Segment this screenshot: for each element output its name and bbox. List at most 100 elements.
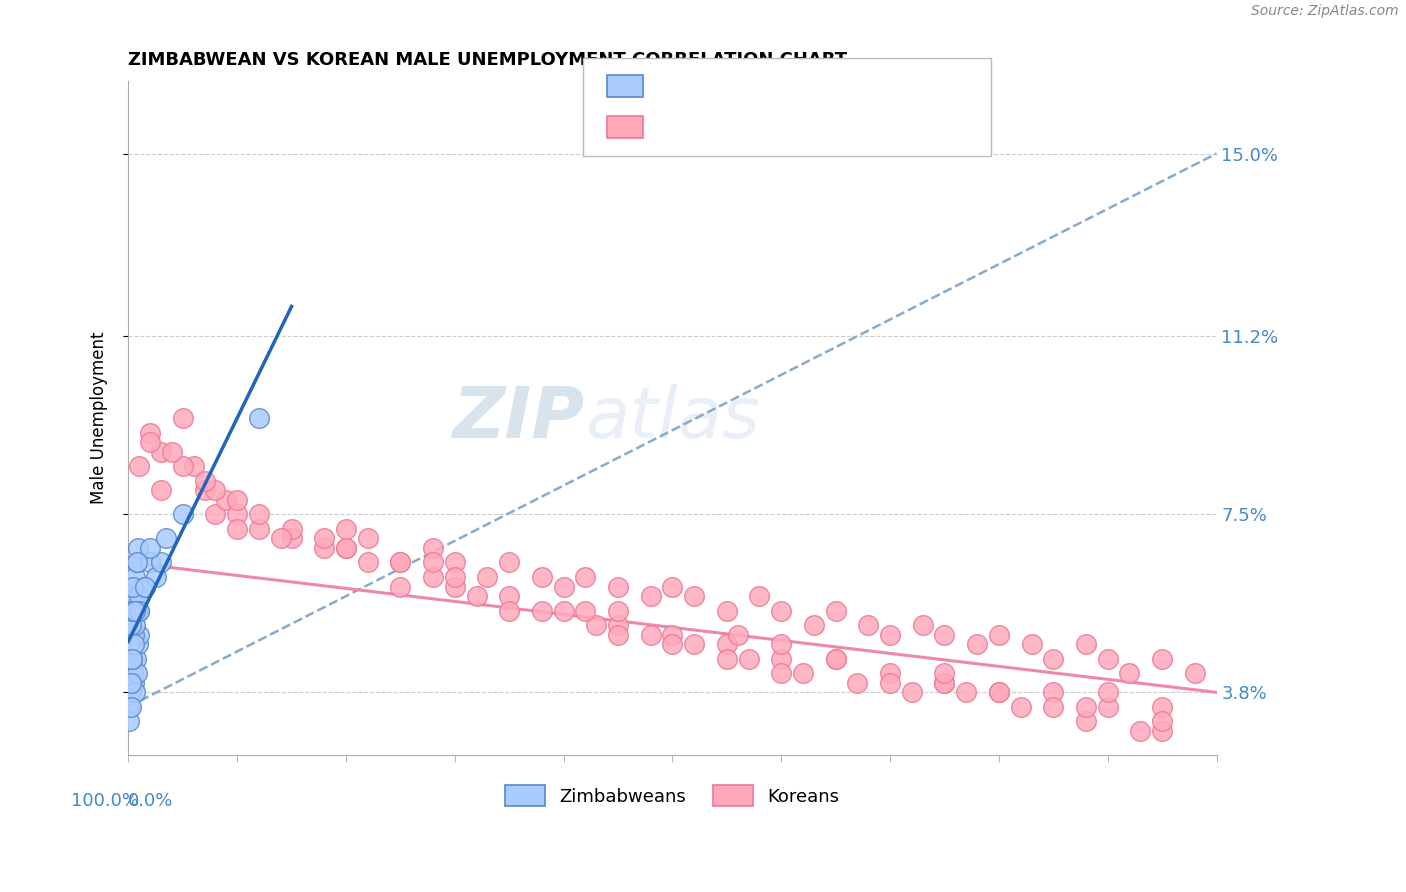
Point (443, 570, 465, 584)
Point (125, 556, 148, 570)
Point (607, 618, 630, 632)
Point (139, 541, 162, 555)
Point (247, 411, 270, 425)
Point (716, 637, 738, 651)
Point (124, 603, 146, 617)
Point (966, 637, 988, 651)
Point (118, 699, 141, 714)
Point (607, 580, 630, 594)
Point (120, 618, 142, 632)
Point (215, 492, 238, 507)
Point (530, 570, 553, 584)
Text: atlas: atlas (585, 384, 761, 452)
Point (183, 459, 205, 474)
Point (879, 675, 901, 690)
Point (422, 541, 444, 555)
Point (1097, 651, 1119, 665)
Point (498, 589, 520, 603)
Point (1042, 699, 1064, 714)
Point (145, 570, 167, 584)
Point (716, 651, 738, 665)
Point (987, 685, 1010, 699)
Point (150, 483, 173, 498)
Point (357, 532, 380, 546)
Point (120, 685, 142, 699)
Point (1129, 723, 1152, 738)
Point (128, 603, 150, 617)
Point (193, 483, 215, 498)
Point (335, 541, 357, 555)
Point (1097, 699, 1119, 714)
Point (1074, 714, 1097, 729)
Point (280, 522, 302, 536)
Point (737, 651, 759, 665)
Point (422, 556, 444, 570)
Point (127, 637, 149, 651)
Point (955, 685, 977, 699)
Text: ZIP: ZIP (453, 384, 585, 452)
Text: R = -0.274: R = -0.274 (652, 119, 751, 136)
Point (122, 603, 145, 617)
Point (193, 474, 215, 488)
Point (770, 637, 793, 651)
Point (172, 459, 194, 474)
Point (204, 483, 226, 498)
Point (134, 580, 156, 594)
Point (150, 556, 173, 570)
Point (335, 541, 357, 555)
Point (607, 603, 630, 617)
Point (498, 556, 520, 570)
Point (553, 603, 575, 617)
Point (585, 618, 607, 632)
Point (160, 445, 183, 459)
Text: N = 107: N = 107 (825, 119, 900, 136)
Point (727, 627, 749, 641)
Point (247, 522, 270, 536)
Point (120, 675, 142, 690)
Point (124, 685, 146, 699)
Point (139, 556, 162, 570)
Point (124, 570, 146, 584)
Point (124, 618, 146, 632)
Point (226, 492, 249, 507)
Point (1118, 666, 1140, 681)
Point (172, 411, 194, 425)
Point (389, 556, 412, 570)
Point (465, 589, 488, 603)
Point (987, 685, 1010, 699)
Point (661, 580, 683, 594)
Point (125, 556, 148, 570)
Point (987, 627, 1010, 641)
Point (1042, 685, 1064, 699)
Point (118, 618, 141, 632)
Point (122, 675, 145, 690)
Point (574, 603, 596, 617)
Point (661, 627, 683, 641)
Point (121, 651, 143, 665)
Point (530, 603, 553, 617)
Point (1152, 714, 1174, 729)
Point (1152, 723, 1174, 738)
Point (443, 580, 465, 594)
Point (770, 651, 793, 665)
Point (125, 666, 148, 681)
Point (128, 627, 150, 641)
Point (121, 589, 143, 603)
Text: R =  0.138: R = 0.138 (652, 78, 749, 95)
Point (314, 541, 336, 555)
Text: N =  46: N = 46 (825, 78, 893, 95)
Point (640, 627, 662, 641)
Point (270, 532, 292, 546)
Point (607, 627, 630, 641)
Point (683, 589, 706, 603)
Point (120, 699, 142, 714)
Point (121, 603, 143, 617)
Point (226, 522, 249, 536)
Point (879, 627, 901, 641)
Y-axis label: Male Unemployment: Male Unemployment (90, 332, 107, 504)
Point (770, 603, 793, 617)
Point (1021, 637, 1043, 651)
Point (846, 675, 869, 690)
Point (858, 618, 880, 632)
Point (139, 425, 162, 440)
